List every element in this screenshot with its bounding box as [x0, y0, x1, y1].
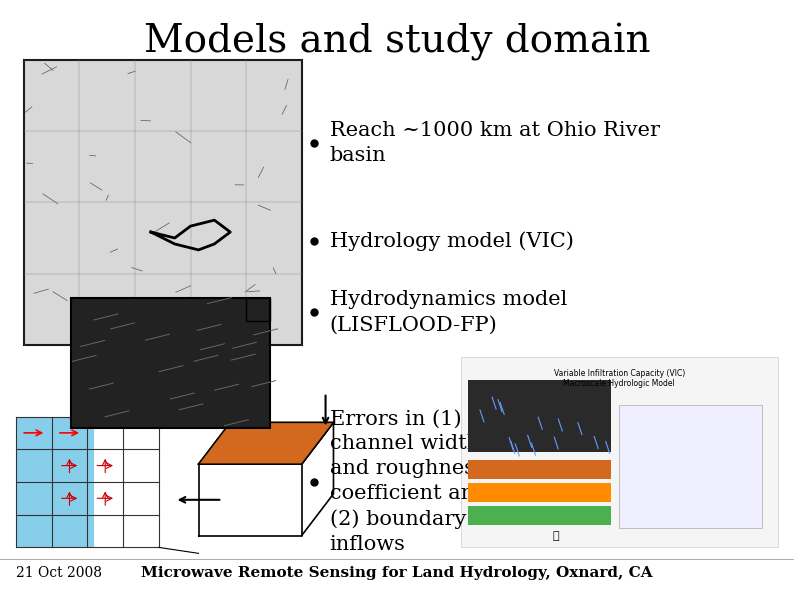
FancyBboxPatch shape — [468, 380, 611, 452]
FancyBboxPatch shape — [24, 60, 302, 345]
Polygon shape — [198, 422, 333, 464]
Text: Reach ~1000 km at Ohio River
basin: Reach ~1000 km at Ohio River basin — [330, 121, 660, 165]
Text: 🏛: 🏛 — [553, 531, 559, 541]
Text: Microwave Remote Sensing for Land Hydrology, Oxnard, CA: Microwave Remote Sensing for Land Hydrol… — [141, 566, 653, 580]
Text: Errors in (1)
channel width
and roughness
coefficient and
(2) boundary
inflows: Errors in (1) channel width and roughnes… — [330, 409, 487, 555]
Text: Hydrology model (VIC): Hydrology model (VIC) — [330, 231, 573, 251]
FancyBboxPatch shape — [468, 483, 611, 502]
Text: 21 Oct 2008: 21 Oct 2008 — [16, 566, 102, 580]
Text: Hydrodynamics model
(LISFLOOD-FP): Hydrodynamics model (LISFLOOD-FP) — [330, 290, 567, 334]
Text: Variable Infiltration Capacity (VIC)
Macroscale Hydrologic Model: Variable Infiltration Capacity (VIC) Mac… — [553, 369, 685, 389]
FancyBboxPatch shape — [468, 460, 611, 479]
FancyBboxPatch shape — [468, 506, 611, 525]
Text: Models and study domain: Models and study domain — [144, 23, 650, 61]
FancyBboxPatch shape — [461, 357, 778, 547]
FancyBboxPatch shape — [619, 405, 762, 528]
FancyBboxPatch shape — [71, 298, 270, 428]
FancyBboxPatch shape — [16, 416, 94, 547]
